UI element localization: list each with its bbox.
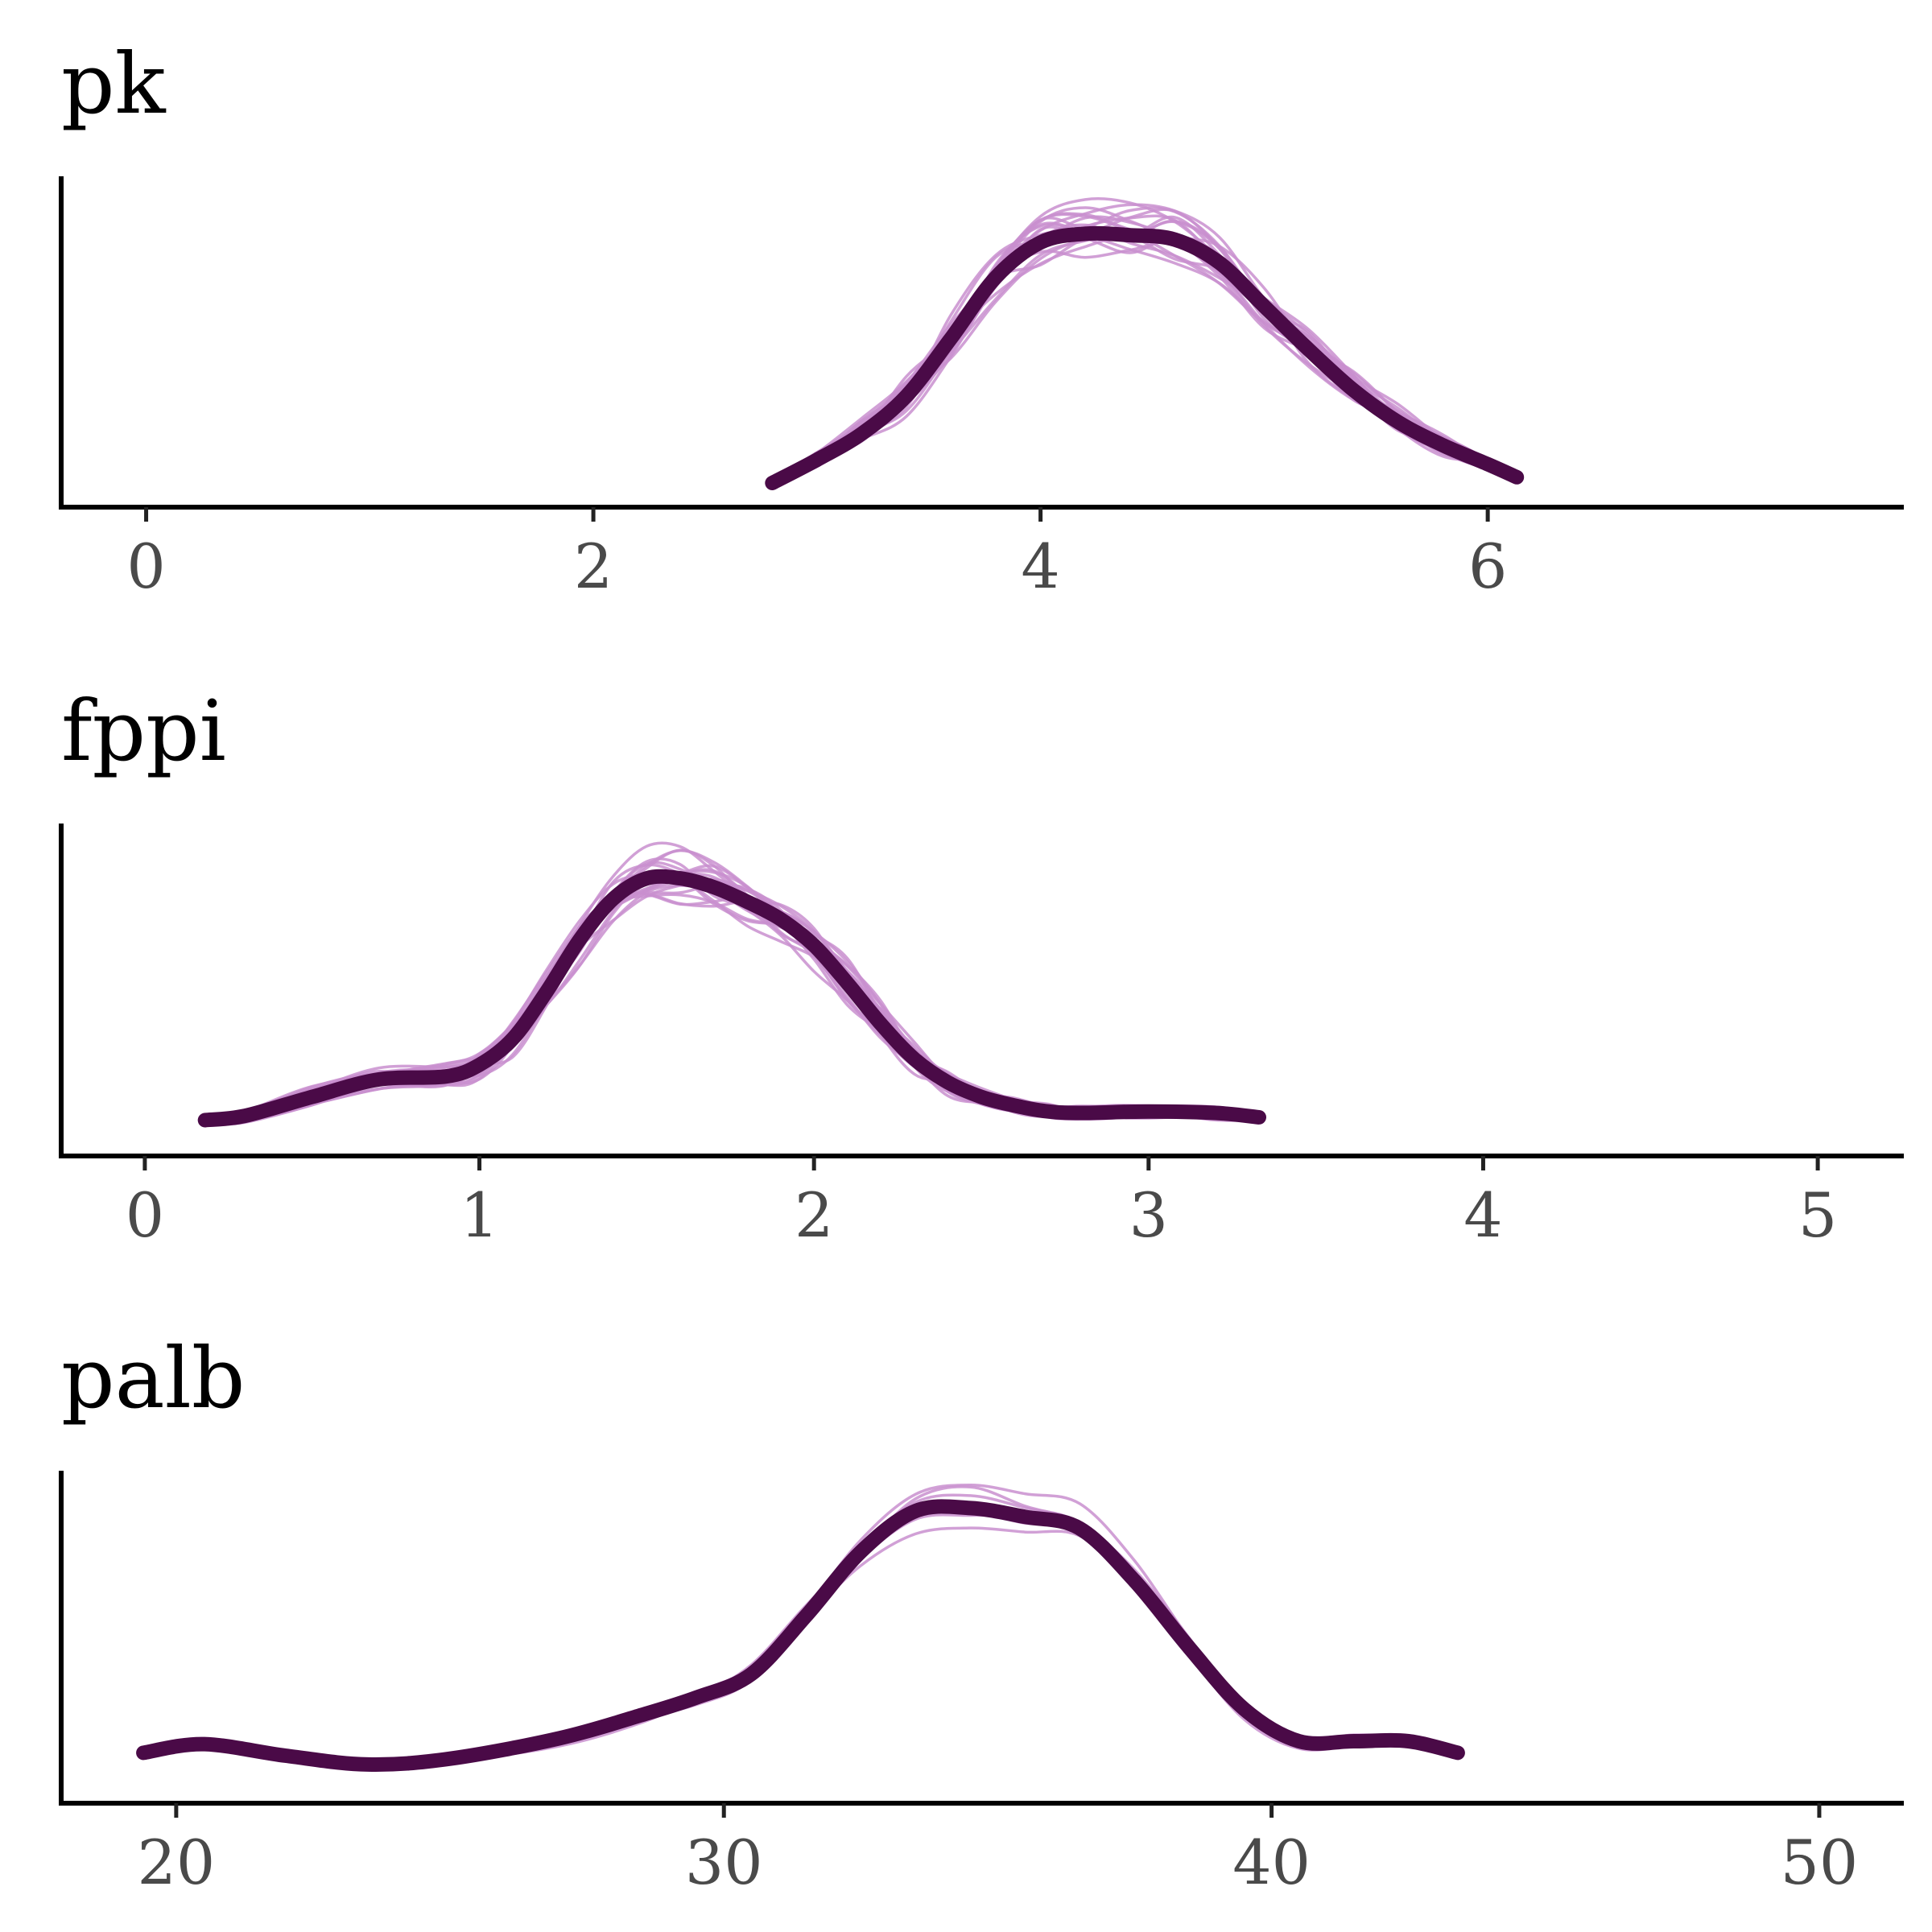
panel-pk: pk 0 2 4 6 <box>59 35 1904 602</box>
x-tick-label: 40 <box>1232 1827 1311 1898</box>
chain-density-curve <box>771 219 1517 485</box>
x-tick-label: 2 <box>574 530 613 602</box>
x-tick-label: 30 <box>685 1827 763 1898</box>
chain-density-curve <box>771 232 1517 485</box>
x-tick-label: 2 <box>795 1179 833 1251</box>
panel-title-pk: pk <box>61 35 167 133</box>
chain-density-curve <box>771 220 1517 485</box>
panel-palb: palb 20 30 40 50 <box>59 1329 1904 1898</box>
overall-density-curve <box>136 1499 1465 1772</box>
panel-title-palb: palb <box>61 1329 245 1427</box>
panel-title-fppi: fppi <box>61 682 226 780</box>
x-tick-label: 50 <box>1781 1827 1859 1898</box>
x-tick-label: 20 <box>138 1827 216 1898</box>
chain-density-curve <box>771 225 1517 485</box>
chain-density-curve <box>771 214 1517 485</box>
x-tick-label: 0 <box>126 1179 164 1251</box>
x-tick-label: 4 <box>1021 530 1059 602</box>
chain-density-curve <box>771 240 1518 485</box>
chain-density-curve <box>771 208 1517 482</box>
panel-fppi: fppi 0 1 2 3 4 5 <box>59 682 1904 1251</box>
chain-density-curve <box>771 232 1517 485</box>
overall-density-curve <box>765 225 1525 490</box>
chain-density-curve <box>771 215 1517 485</box>
x-tick-label: 6 <box>1468 530 1507 602</box>
x-tick-label: 3 <box>1129 1179 1168 1251</box>
x-tick-label: 5 <box>1798 1179 1837 1251</box>
x-tick-label: 0 <box>126 530 165 602</box>
chain-density-curve <box>771 223 1517 485</box>
x-tick-label: 4 <box>1463 1179 1502 1251</box>
chain-density-curve <box>771 235 1517 482</box>
chain-density-curve <box>771 215 1518 482</box>
chain-density-curve <box>771 233 1517 485</box>
x-tick-label: 1 <box>460 1179 498 1251</box>
chain-density-curve <box>771 230 1518 484</box>
overall-density-curve <box>197 869 1266 1128</box>
